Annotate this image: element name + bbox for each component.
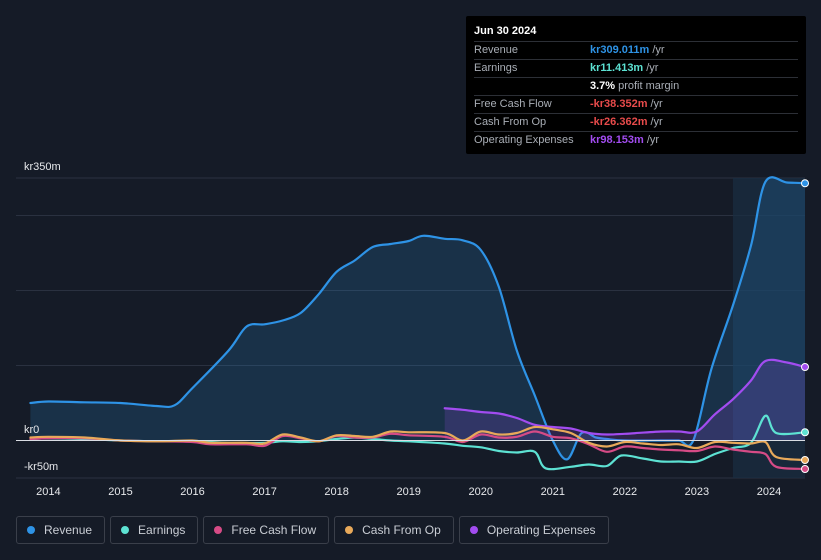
- tooltip-label: Revenue: [474, 44, 519, 56]
- x-tick-label: 2024: [757, 486, 781, 498]
- legend-dot-icon: [27, 526, 35, 534]
- tooltip-label: Free Cash Flow: [474, 98, 552, 110]
- series-line-revenue: [29, 176, 807, 461]
- tooltip-value: kr309.011m: [590, 44, 650, 56]
- tooltip-row-earnings: Earnings kr11.413m /yr: [474, 60, 798, 78]
- tooltip-unit: /yr: [646, 62, 659, 74]
- legend-item-operating-expenses[interactable]: Operating Expenses: [458, 516, 609, 544]
- x-tick-label: 2015: [108, 486, 132, 498]
- legend-dot-icon: [214, 526, 223, 534]
- x-tick-label: 2021: [541, 486, 565, 498]
- legend-dot-icon: [345, 526, 354, 534]
- legend-dot-icon: [469, 526, 478, 534]
- x-tick-label: 2016: [180, 486, 204, 498]
- x-tick-label: 2020: [469, 486, 493, 498]
- series-area-revenue: [30, 177, 806, 460]
- tooltip-value: -kr38.352m: [590, 98, 648, 110]
- tooltip-row-cash-from-op: Cash From Op -kr26.362m /yr: [474, 114, 798, 132]
- legend-item-free-cash-flow[interactable]: Free Cash Flow: [203, 516, 330, 544]
- tooltip-unit: /yr: [646, 134, 660, 146]
- end-marker-revenue: [801, 179, 809, 188]
- legend-dot-icon: [121, 526, 130, 534]
- y-axis-label-bottom: -kr50m: [24, 461, 58, 473]
- end-markers: [801, 179, 809, 473]
- legend-label: Free Cash Flow: [231, 523, 317, 537]
- gridlines: [16, 177, 805, 479]
- x-axis-ticks: 2014 2015 2016 2017 2018 2019 2020 2021 2022 2023…: [36, 486, 781, 498]
- series-layer: [29, 176, 807, 471]
- tooltip-label: Operating Expenses: [474, 134, 574, 146]
- x-tick-label: 2017: [252, 486, 276, 498]
- tooltip-date: Jun 30 2024: [474, 24, 798, 42]
- end-marker-operating-expenses: [801, 363, 809, 371]
- tooltip-panel: Jun 30 2024 Revenue kr309.011m /yr Earni…: [466, 16, 806, 154]
- legend-label: Operating Expenses: [486, 523, 596, 537]
- y-axis-label-zero: kr0: [24, 424, 39, 436]
- tooltip-unit: /yr: [650, 98, 663, 110]
- tooltip-unit: /yr: [650, 116, 663, 128]
- legend-item-cash-from-op[interactable]: Cash From Op: [334, 516, 454, 544]
- end-marker-earnings: [801, 428, 809, 437]
- tooltip-row-revenue: Revenue kr309.011m /yr: [474, 42, 798, 60]
- tooltip-unit: /yr: [652, 44, 665, 56]
- tooltip-value: 3.7%: [590, 80, 616, 92]
- tooltip-row-profit-margin: 3.7% profit margin: [474, 78, 798, 96]
- tooltip-label: Cash From Op: [474, 116, 547, 128]
- forecast-highlight-region: [732, 178, 805, 478]
- legend-label: Cash From Op: [362, 523, 441, 537]
- x-tick-label: 2022: [613, 486, 637, 498]
- tooltip-unit: profit margin: [618, 80, 680, 92]
- x-tick-label: 2018: [324, 486, 348, 498]
- tooltip-label: Earnings: [474, 62, 518, 74]
- series-line-free-cash-flow: [29, 430, 807, 471]
- x-tick-label: 2023: [685, 486, 709, 498]
- legend-item-earnings[interactable]: Earnings: [110, 516, 199, 544]
- tooltip-value: kr11.413m: [590, 62, 644, 74]
- y-axis-label-top: kr350m: [24, 161, 61, 173]
- legend-label: Earnings: [138, 523, 186, 537]
- tooltip-row-free-cash-flow: Free Cash Flow -kr38.352m /yr: [474, 96, 798, 114]
- end-marker-cash-from-op: [801, 456, 809, 464]
- series-line-operating-expenses: [443, 358, 807, 436]
- x-tick-label: 2014: [36, 486, 60, 498]
- tooltip-row-operating-expenses: Operating Expenses kr98.153m /yr: [474, 132, 798, 149]
- tooltip-label: [474, 78, 590, 95]
- x-tick-label: 2019: [396, 486, 420, 498]
- chart-legend: Revenue Earnings Free Cash Flow Cash Fro…: [16, 516, 609, 544]
- tooltip-value: -kr26.362m: [590, 116, 648, 128]
- legend-label: Revenue: [44, 523, 93, 537]
- end-marker-free-cash-flow: [801, 465, 809, 473]
- series-line-cash-from-op: [29, 425, 807, 462]
- series-area-operating-expenses: [444, 359, 805, 441]
- legend-item-revenue[interactable]: Revenue: [16, 516, 106, 544]
- tooltip-value: kr98.153m: [590, 134, 644, 146]
